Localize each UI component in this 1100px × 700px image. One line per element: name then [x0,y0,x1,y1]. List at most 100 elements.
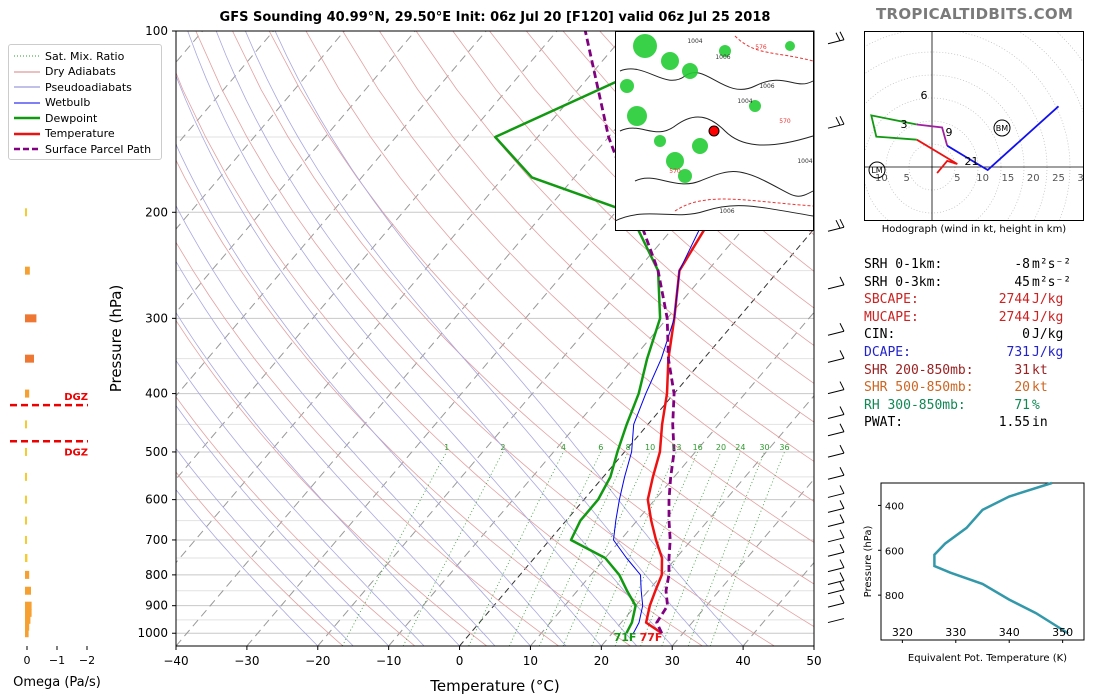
map-isobar-label: 570 [779,118,791,125]
stat-row: MUCAPE: 2744 J/kg [864,309,1094,327]
wind-barb [827,115,845,129]
legend-item: Wetbulb [13,96,90,110]
pseudoadiabat [245,31,708,646]
omega-bar [25,586,31,595]
series-surface-parcel-path [583,31,676,634]
mixing-ratio-label: 6 [598,443,603,452]
wind-barb [827,444,845,458]
y-tick-label: 600 [145,493,168,507]
pseudoadiabat [274,31,744,646]
stat-unit: in [1032,415,1048,431]
wind-barb [827,381,845,395]
x-tick-label: 40 [735,654,750,668]
dry-adiabat [176,319,487,646]
mixing-ratio-line [687,451,765,646]
surface-dewpoint-label: 71F [614,631,637,644]
hodograph-segment [870,114,917,141]
x-tick-label: 30 [665,654,680,668]
stat-value: 71 [1014,397,1030,413]
legend-label: Surface Parcel Path [45,142,152,156]
mixing-ratio-label: 10 [645,443,655,452]
dry-adiabat [268,31,814,585]
stat-value: 731 [1006,344,1030,360]
wind-barb [827,423,845,437]
theta-e-y-tick-label: 800 [885,591,904,602]
bunkers-left-label: LM [871,166,882,175]
legend-label: Pseudoadiabats [45,80,132,94]
stats-panel: SRH 0-1km: -8 m²s⁻² SRH 0-3km: 45 m²s⁻² SBCAPE… [864,256,1094,432]
x-tick-label: 20 [594,654,609,668]
isotherm [317,61,814,646]
dry-adiabat [305,31,814,543]
hodograph-tick-label: 5 [954,173,960,184]
omega-bar [25,516,27,525]
stat-value: 2744 [998,292,1030,308]
pseudoadiabat [176,204,531,646]
x-tick-label: −30 [234,654,259,668]
dry-adiabat [525,31,814,309]
hodograph-height-label: 9 [946,126,953,139]
map-isobar-label: 1004 [797,158,812,165]
stat-label: PWAT: [864,415,904,431]
wind-barb [827,514,845,528]
mixing-ratio-line [468,451,564,646]
legend-swatch [14,71,40,72]
pseudoadiabat [176,143,567,646]
pseudoadiabat [176,74,602,646]
mixing-ratio-line [614,451,699,646]
omega-bar [25,615,31,624]
isotherm [530,311,814,646]
isotherm [671,478,814,646]
stat-row: RH 300-850mb: 71% [864,397,1094,415]
omega-tick-label: −2 [79,654,95,667]
isotherm [176,31,558,480]
dry-adiabat [195,31,775,646]
legend-swatch [14,86,40,88]
legend-label: Dewpoint [45,111,98,125]
pseudoadiabat [176,489,319,646]
location-marker [708,125,720,137]
hodograph-segment [916,123,949,146]
stat-row: SRH 0-3km: 45 m²s⁻² [864,274,1094,292]
stat-label: SHR 200-850mb: [864,362,974,378]
legend-swatch [14,102,40,103]
y-axis-label: Pressure (hPa) [107,285,125,393]
theta-e-y-tick-label: 400 [885,501,904,512]
stat-value: 45 [1014,274,1030,290]
map-isobar-label: 1004 [737,98,752,105]
mixing-ratio-line [538,451,629,646]
hodograph-area: 10 5 5 10 15 20 25 30 6 3 9 21 BM LM [865,32,1083,220]
wind-barb [827,618,845,624]
wind-barb [827,581,845,595]
omega-bar [25,553,28,562]
stat-unit: kt [1032,362,1048,378]
isotherm [176,31,629,564]
wind-barb [827,594,845,608]
dry-adiabat [176,159,631,646]
omega-x-label: Omega (Pa/s) [13,675,101,690]
pseudoadiabat [176,404,389,646]
y-tick-label: 800 [145,568,168,582]
hodograph-tick-label: 20 [1027,173,1040,184]
legend-swatch [14,116,40,120]
legend-item: Surface Parcel Path [13,142,151,156]
dry-adiabat [176,71,703,646]
legend: Sat. Mix. Ratio Dry Adiabats Pseudoadiabat… [8,44,162,160]
map-height-contour [674,198,814,212]
legend-label: Sat. Mix. Ratio [45,49,125,63]
theta-e-x-tick-label: 340 [999,626,1020,639]
omega-bar [25,570,30,579]
stat-value: 20 [1014,380,1030,396]
mixing-ratio-label: 4 [561,443,566,452]
site-watermark: TROPICALTIDBITS.COM [876,5,1074,23]
stat-row: SHR 200-850mb: 31 kt [864,362,1094,380]
hodograph-caption: Hodograph (wind in kt, height in km) [881,224,1067,235]
omega-bar [25,622,30,631]
stat-label: RH 300-850mb: [864,397,966,413]
plot-area [176,31,814,646]
map-isobar-label: 576 [755,44,767,51]
wind-barb [827,544,845,557]
x-tick-label: −20 [305,654,330,668]
theta-e-line [933,481,1069,635]
omega-bar [25,535,27,544]
